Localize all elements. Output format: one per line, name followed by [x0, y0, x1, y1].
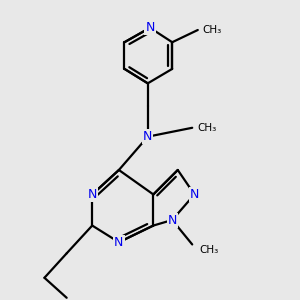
Text: N: N — [190, 188, 199, 201]
Text: N: N — [88, 188, 97, 201]
Text: N: N — [114, 236, 124, 249]
Text: CH₃: CH₃ — [197, 123, 217, 133]
Text: N: N — [145, 21, 155, 34]
Text: CH₃: CH₃ — [203, 25, 222, 35]
Text: CH₃: CH₃ — [200, 245, 219, 255]
Text: N: N — [167, 214, 177, 226]
Text: N: N — [143, 130, 152, 143]
